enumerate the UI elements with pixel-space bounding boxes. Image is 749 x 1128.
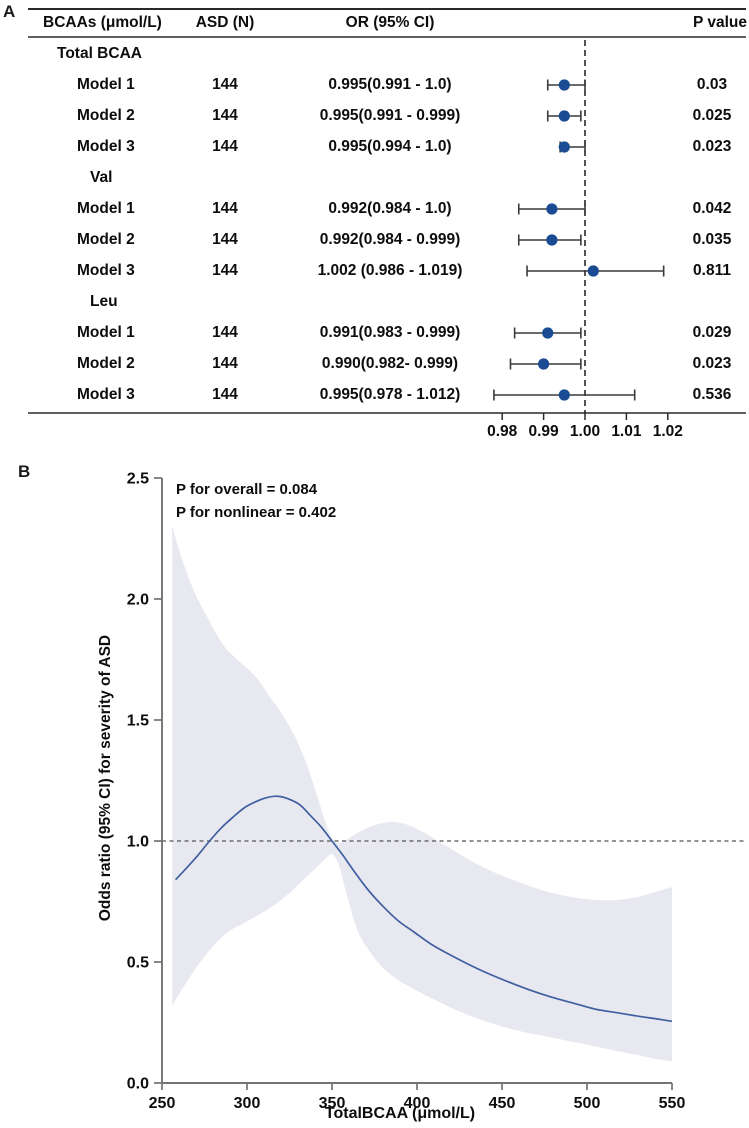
or-point: [538, 358, 550, 370]
or-ci-value: 0.991(0.983 - 0.999): [319, 324, 461, 341]
or-ci-value: 0.995(0.978 - 1.012): [319, 386, 461, 403]
or-ci-value: 0.995(0.991 - 0.999): [319, 107, 461, 124]
p-nonlinear-annotation: P for nonlinear = 0.402: [176, 504, 337, 521]
forest-model-row: Model 1 144 0.992(0.984 - 1.0) 0.042: [0, 194, 749, 224]
panel-b-label: B: [18, 462, 31, 481]
forest-table-header: BCAAs (μmol/L) ASD (N) OR (95% CI) P val…: [0, 10, 749, 36]
y-axis-tick-label: 2.5: [127, 471, 149, 488]
model-label: Model 2: [77, 355, 135, 372]
asd-n-value: 144: [212, 138, 238, 155]
or-ci-value: 0.992(0.984 - 1.0): [328, 200, 452, 217]
x-axis-tick-label: 300: [234, 1095, 261, 1112]
asd-n-value: 144: [212, 200, 238, 217]
x-axis-tick-label: 450: [489, 1095, 516, 1112]
p-overall-annotation: P for overall = 0.084: [176, 481, 318, 498]
panel-a-label: A: [3, 2, 16, 21]
forest-plot-svg: 0.98 0.99 1.00 1.01 1.02: [28, 8, 746, 440]
or-axis-tick-label: 1.00: [570, 423, 600, 440]
forest-model-row: Model 3 144 1.002 (0.986 - 1.019) 0.811: [0, 256, 749, 286]
or-ci-value: 1.002 (0.986 - 1.019): [317, 262, 463, 279]
x-axis-tick-label: 350: [319, 1095, 346, 1112]
or-axis-tick-label: 1.01: [611, 423, 642, 440]
p-value: 0.029: [692, 324, 732, 341]
forest-model-row: Model 1 144 0.991(0.983 - 0.999) 0.029: [0, 318, 749, 348]
forest-group-row: Leu: [0, 287, 749, 317]
or-point: [546, 203, 558, 215]
or-point: [587, 265, 599, 277]
y-axis-tick-label: 0.0: [127, 1076, 149, 1093]
asd-n-value: 144: [212, 262, 238, 279]
forest-model-row: Model 1 144 0.995(0.991 - 1.0) 0.03: [0, 70, 749, 100]
column-header-or-ci: OR (95% CI): [345, 14, 435, 31]
p-value: 0.811: [693, 262, 731, 279]
model-label: Model 2: [77, 107, 135, 124]
model-label: Model 3: [77, 138, 135, 155]
p-value: 0.035: [692, 231, 732, 248]
p-value: 0.025: [692, 107, 732, 124]
column-header-asd-n: ASD (N): [195, 14, 255, 31]
forest-model-row: Model 3 144 0.995(0.978 - 1.012) 0.536: [0, 380, 749, 410]
column-header-bcaas: BCAAs (μmol/L): [43, 14, 162, 31]
column-header-p-value: P value: [692, 14, 747, 31]
or-axis-tick-label: 0.98: [487, 423, 518, 440]
or-point: [558, 79, 570, 91]
asd-n-value: 144: [212, 386, 238, 403]
forest-model-row: Model 2 144 0.990(0.982- 0.999) 0.023: [0, 349, 749, 379]
or-ci-value: 0.990(0.982- 0.999): [321, 355, 459, 372]
forest-group-row: Total BCAA: [0, 39, 749, 69]
or-axis-tick-label: 0.99: [529, 423, 560, 440]
or-point: [558, 141, 570, 153]
y-axis-title: Odds ratio (95% CI) for severity of ASD: [97, 634, 114, 922]
model-label: Model 1: [77, 200, 135, 217]
spline-plot-svg: 0.0 0.5 1.0 1.5 2.0 2.5 250 300 350 400 450 500 550: [127, 471, 744, 1112]
model-label: Model 1: [77, 324, 135, 341]
asd-n-value: 144: [212, 107, 238, 124]
asd-n-value: 144: [212, 324, 238, 341]
model-label: Model 2: [77, 231, 135, 248]
x-axis-tick-label: 500: [574, 1095, 601, 1112]
p-value: 0.023: [692, 138, 732, 155]
or-point: [558, 389, 570, 401]
confidence-band: [172, 526, 672, 1062]
or-point: [542, 327, 554, 339]
x-axis-title: TotalBCAA (μmol/L): [324, 1105, 476, 1122]
p-value: 0.042: [692, 200, 732, 217]
or-ci-value: 0.992(0.984 - 0.999): [319, 231, 461, 248]
forest-model-row: Model 2 144 0.995(0.991 - 0.999) 0.025: [0, 101, 749, 131]
x-axis-tick-label: 550: [659, 1095, 686, 1112]
group-label: Leu: [90, 293, 118, 310]
or-ci-value: 0.995(0.994 - 1.0): [328, 138, 452, 155]
asd-n-value: 144: [212, 355, 238, 372]
forest-model-row: Model 2 144 0.992(0.984 - 0.999) 0.035: [0, 225, 749, 255]
p-value: 0.03: [696, 76, 728, 93]
forest-model-row: Model 3 144 0.995(0.994 - 1.0) 0.023: [0, 132, 749, 162]
group-label: Val: [90, 169, 113, 186]
y-axis-tick-label: 0.5: [127, 955, 149, 972]
asd-n-value: 144: [212, 76, 238, 93]
model-label: Model 3: [77, 262, 135, 279]
spline-curve: [174, 795, 673, 1023]
p-value: 0.023: [692, 355, 732, 372]
or-axis-tick-label: 1.02: [653, 423, 683, 440]
or-point: [546, 234, 558, 246]
p-value: 0.536: [692, 386, 732, 403]
x-axis-tick-label: 250: [149, 1095, 176, 1112]
or-ci-value: 0.995(0.991 - 1.0): [328, 76, 452, 93]
asd-n-value: 144: [212, 231, 238, 248]
y-axis-tick-label: 2.0: [127, 592, 149, 609]
y-axis-tick-label: 1.5: [127, 713, 149, 730]
group-label: Total BCAA: [57, 45, 142, 62]
model-label: Model 3: [77, 386, 135, 403]
y-axis-tick-label: 1.0: [127, 834, 149, 851]
or-point: [558, 110, 570, 122]
model-label: Model 1: [77, 76, 135, 93]
forest-group-row: Val: [0, 163, 749, 193]
x-axis-tick-label: 400: [404, 1095, 431, 1112]
